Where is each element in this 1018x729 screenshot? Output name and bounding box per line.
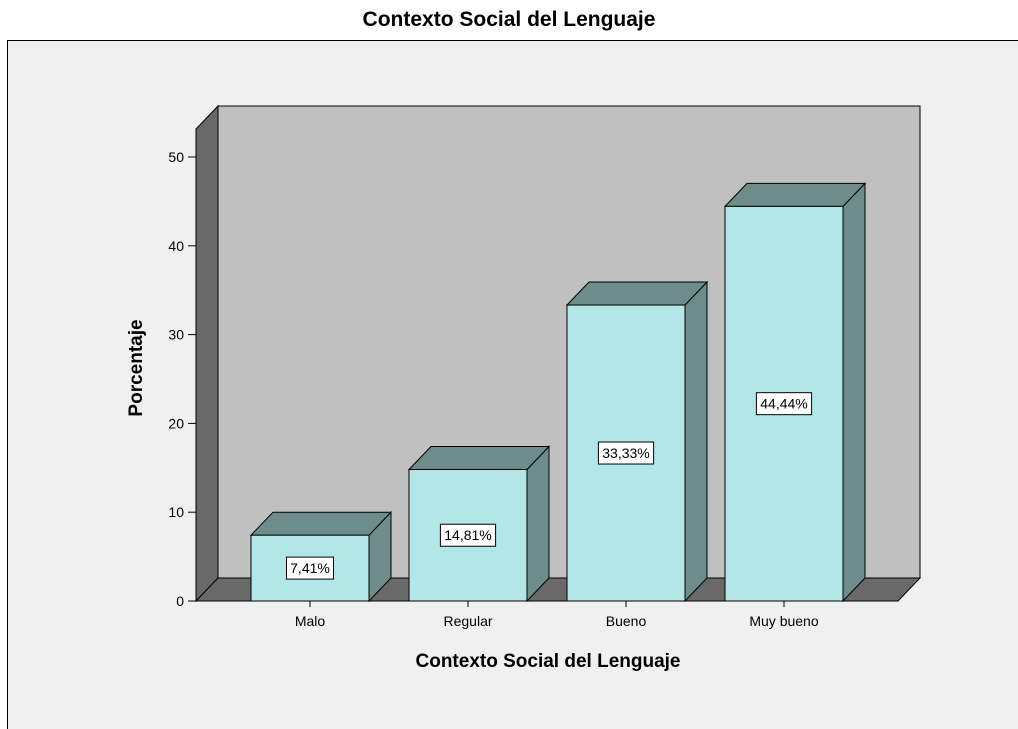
data-label: 33,33% <box>602 445 649 461</box>
bar-side <box>684 280 708 603</box>
bar-side <box>842 182 866 603</box>
data-label-box <box>597 441 655 465</box>
y-tick-label: 20 <box>168 415 184 431</box>
x-tick-label: Muy bueno <box>749 613 818 629</box>
x-tick-label: Bueno <box>606 613 647 629</box>
data-label: 14,81% <box>444 527 491 543</box>
bar-top <box>723 182 867 207</box>
bar-side <box>526 445 550 603</box>
bar: 7,41% <box>249 510 393 603</box>
chart-side-wall <box>195 104 219 603</box>
x-axis-title: Contexto Social del Lenguaje <box>416 651 681 672</box>
bar: 33,33% <box>565 280 709 603</box>
bar-top <box>249 511 393 536</box>
data-label-box <box>755 392 813 416</box>
y-tick-label: 0 <box>176 593 184 609</box>
y-tick-label: 40 <box>168 238 184 254</box>
y-axis-ticks: 0 10 20 30 40 50 <box>168 149 196 609</box>
bar: 14,81% <box>407 445 551 603</box>
bars: 7,41% 14,81% 33,33% 44,44% <box>249 182 867 603</box>
x-axis-ticks: Malo Regular Bueno Muy bueno <box>295 601 819 629</box>
x-tick-label: Regular <box>443 613 492 629</box>
y-tick-label: 30 <box>168 327 184 343</box>
x-tick-label: Malo <box>295 613 326 629</box>
y-tick-label: 50 <box>168 149 184 165</box>
bar: 44,44% <box>723 182 867 603</box>
data-label-box <box>439 523 497 547</box>
chart-title: Contexto Social del Lenguaje <box>362 8 656 31</box>
y-tick-label: 10 <box>168 504 184 520</box>
data-label: 7,41% <box>290 560 330 576</box>
data-label: 44,44% <box>760 396 807 412</box>
data-label-box <box>286 556 334 580</box>
y-axis-title: Porcentaje <box>126 319 147 416</box>
bar-top <box>407 445 551 470</box>
bar-top <box>565 281 709 306</box>
